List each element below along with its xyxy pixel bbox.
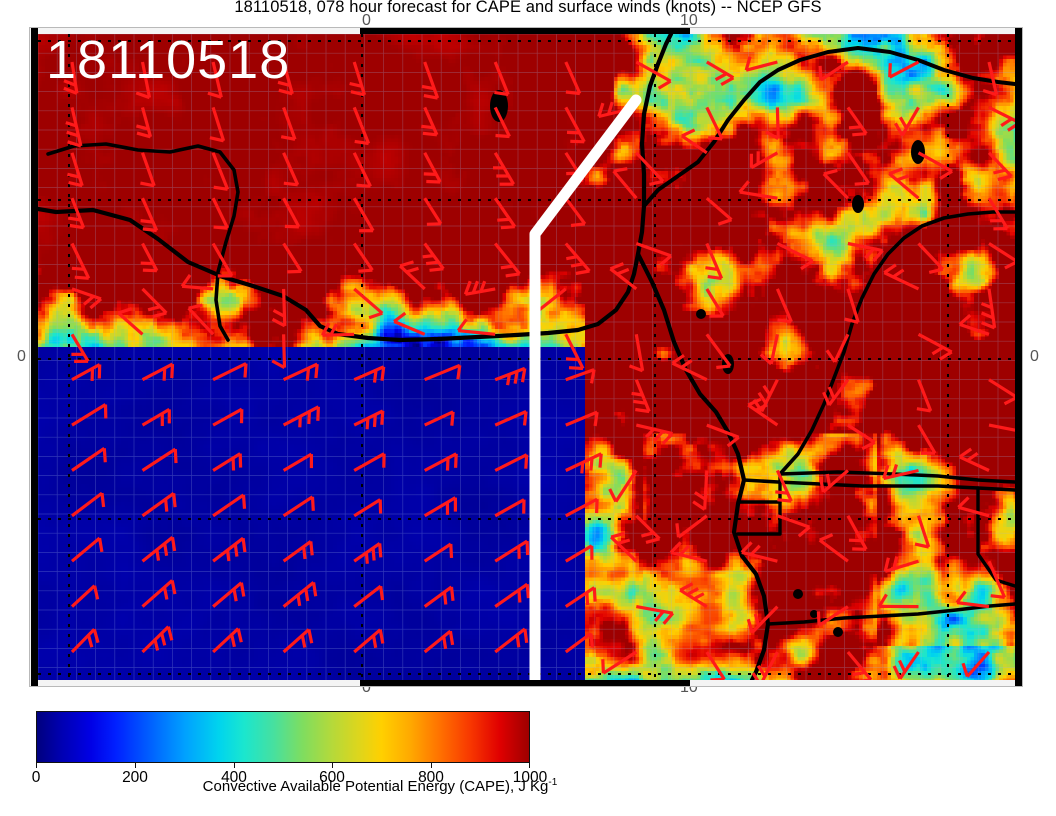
map-feature-2 bbox=[696, 309, 706, 319]
map-border-bottom bbox=[360, 679, 690, 686]
colorbar-tick bbox=[36, 763, 37, 768]
colorbar-title-text: Convective Available Potential Energy (C… bbox=[203, 778, 549, 795]
map-feature-7 bbox=[833, 627, 843, 637]
colorbar: 0 200 400 600 800 1000 bbox=[36, 711, 530, 763]
date-stamp-overlay: 18110518 bbox=[46, 33, 290, 87]
colorbar-tick bbox=[234, 763, 235, 768]
colorbar-tick bbox=[529, 763, 530, 768]
colorbar-title-exponent: -1 bbox=[548, 777, 557, 788]
map-feature-4 bbox=[852, 195, 864, 213]
forecast-chart-page: 18110518, 078 hour forecast for CAPE and… bbox=[0, 0, 1056, 816]
map-feature-1 bbox=[911, 140, 925, 164]
colorbar-title: Convective Available Potential Energy (C… bbox=[0, 777, 760, 795]
cape-raster bbox=[38, 34, 1015, 680]
map-border-left bbox=[31, 28, 38, 686]
map-feature-6 bbox=[810, 610, 818, 618]
cape-map-panel[interactable] bbox=[38, 34, 1015, 680]
colorbar-tick bbox=[431, 763, 432, 768]
cape-field-svg bbox=[38, 34, 1015, 680]
colorbar-tick bbox=[135, 763, 136, 768]
map-border-right bbox=[1015, 28, 1022, 686]
colorbar-tick bbox=[332, 763, 333, 768]
colorbar-gradient bbox=[36, 711, 530, 763]
page-title: 18110518, 078 hour forecast for CAPE and… bbox=[0, 0, 1056, 17]
axis-tick-left: 0 bbox=[17, 348, 26, 366]
map-feature-5 bbox=[793, 589, 803, 599]
axis-tick-right: 0 bbox=[1030, 348, 1039, 366]
